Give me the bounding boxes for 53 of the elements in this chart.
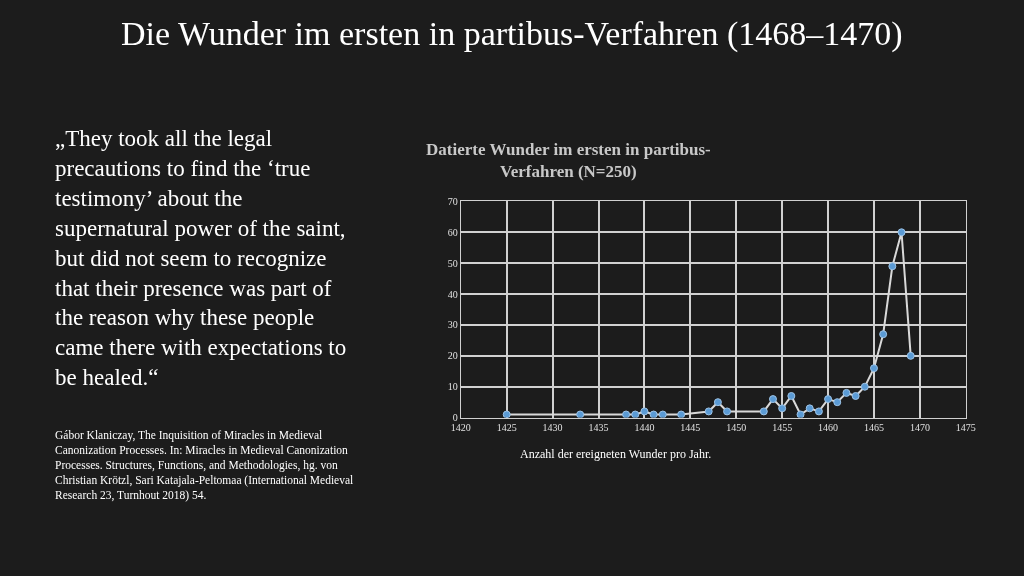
chart-title: Datierte Wunder im ersten in partibus- Verfahren (N=250) [426,140,712,182]
x-tick-label: 1430 [542,421,563,433]
x-tick-label: 1425 [496,421,517,433]
x-tick-label: 1470 [909,421,930,433]
x-tick-label: 1450 [726,421,747,433]
y-tick-label: 0 [452,412,458,424]
y-tick-label: 10 [447,381,458,393]
point [631,410,640,418]
text: Die Wunder im ersten in partibus-Verfahren (1468–1470) [121,15,903,53]
point [906,351,915,360]
x-tick-label: 1445 [680,421,701,433]
point [787,391,796,400]
point [502,410,511,418]
point [860,382,869,391]
point [778,404,787,413]
point [814,407,823,416]
point [768,395,777,404]
x-tick-label: 1465 [863,421,884,433]
point [796,410,805,418]
point [888,262,897,271]
x-axis-title: Anzahl der ereigneten Wunder pro Jahr. [520,447,712,461]
point [640,407,649,416]
point [677,410,686,418]
point [851,391,860,400]
point [833,398,842,407]
y-tick-label: 70 [447,195,458,207]
point [824,395,833,404]
point [805,404,814,413]
point [622,410,631,418]
point [759,407,768,416]
x-tick-label: 1440 [634,421,655,433]
point [658,410,667,418]
x-tick-label: 1420 [450,421,471,433]
x-tick-label: 1435 [588,421,609,433]
text: „They took all the legal precautions to find the ‘true testimony’ about the supernatural power of the saint, but did not seem to recognize that their presence was part of the reason why these people came there with expectations to be healed.“ [55,126,347,391]
text: Gábor Klaniczay, The Inquisition of Miracles in Medieval Canonization Processes. In: Miracles in Medieval Canonization Processes. Structures, Functions, and Methodologies, hg. von Christian Krötzl, Sari Katajala-Peltomaa (International Medieval Research 23, Turnhout 2018) 54. [55,429,354,502]
y-tick-label: 60 [447,226,458,238]
y-tick-label: 50 [447,257,458,269]
point [713,398,722,407]
y-tick-label: 30 [447,319,458,331]
point [576,410,585,418]
point [842,388,851,397]
point [879,330,888,339]
x-tick-label: 1455 [772,421,793,433]
y-tick-label: 40 [447,288,458,300]
point [704,407,713,416]
y-tick-label: 20 [447,350,458,362]
x-tick-label: 1460 [818,421,839,433]
point [897,228,906,237]
point [869,364,878,373]
point [649,410,658,418]
point [723,407,732,416]
x-tick-label: 1475 [955,421,976,433]
